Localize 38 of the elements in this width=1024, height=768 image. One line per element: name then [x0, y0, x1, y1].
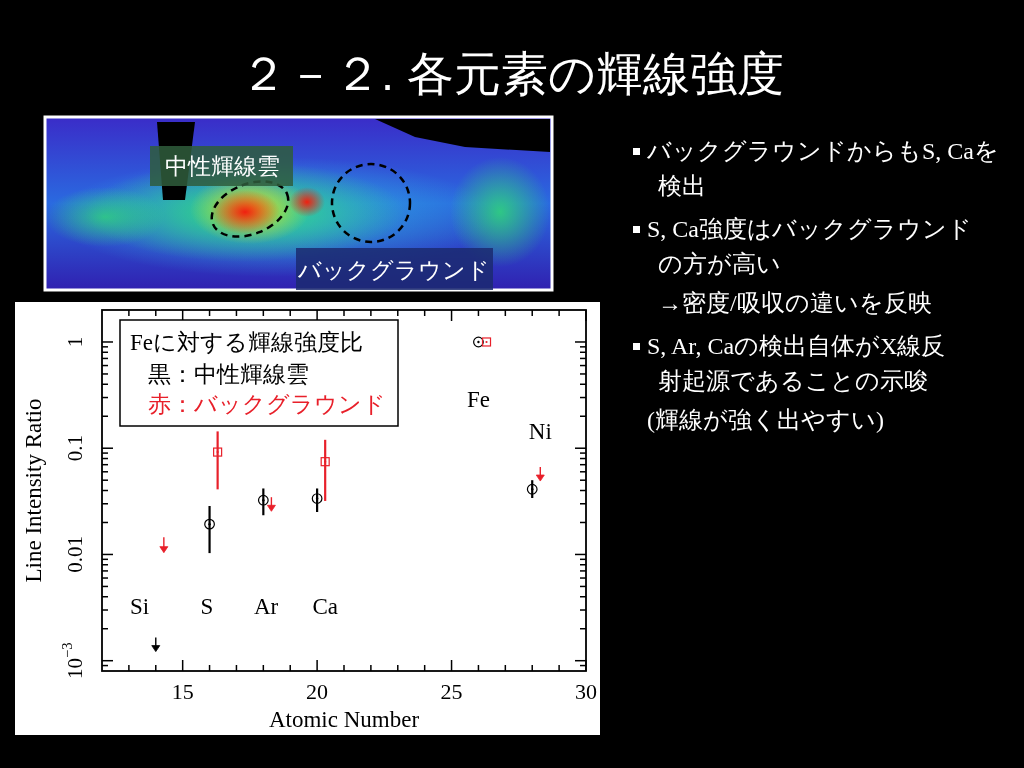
point	[257, 494, 269, 506]
text: S, Ca強度はバックグラウンドの方が高い	[646, 215, 973, 279]
text: バックグラウンドからもS, Caを検出	[646, 137, 1000, 201]
y-tick-label: 0.1	[63, 435, 87, 462]
point	[481, 337, 492, 347]
text: (輝線が強く出やすい)	[646, 406, 885, 435]
text: 中性輝線雲	[164, 153, 280, 179]
point	[213, 447, 223, 457]
annotation: S	[200, 593, 214, 619]
point	[311, 493, 323, 504]
point	[526, 483, 538, 495]
x-tick-label: 25	[440, 678, 463, 704]
legend-title: Feに対する輝線強度比	[130, 329, 363, 355]
annotation: Fe	[466, 386, 490, 412]
x-tick-label: 30	[575, 678, 597, 704]
y-tick-label: 1	[63, 336, 87, 348]
point	[151, 645, 161, 652]
text: 赤：バックグラウンド	[148, 391, 386, 417]
point	[267, 504, 276, 512]
annotation: Ar	[253, 593, 279, 619]
point	[320, 457, 330, 467]
x-tick-label: 20	[306, 678, 329, 704]
text: →密度/吸収の違いを反映	[657, 289, 933, 318]
y-tick-label: 0.01	[63, 536, 87, 573]
text: バックグラウンド	[297, 257, 490, 283]
text: S, Ar, Caの検出自体がX線反射起源であることの示唆	[646, 332, 947, 396]
x-axis-title: Atomic Number	[268, 706, 420, 732]
annotation: Ca	[312, 593, 338, 619]
point	[473, 336, 484, 348]
x-tick-label: 15	[171, 678, 194, 704]
point	[159, 546, 169, 554]
annotation: Ni	[528, 418, 552, 444]
y-axis-title: Line Intensity Ratio	[20, 398, 46, 583]
annotation: Si	[130, 593, 150, 619]
text: 黒：中性輝線雲	[148, 361, 309, 387]
text: ２－２. 各元素の輝線強度	[239, 46, 785, 102]
point	[535, 474, 545, 482]
point	[204, 518, 215, 530]
